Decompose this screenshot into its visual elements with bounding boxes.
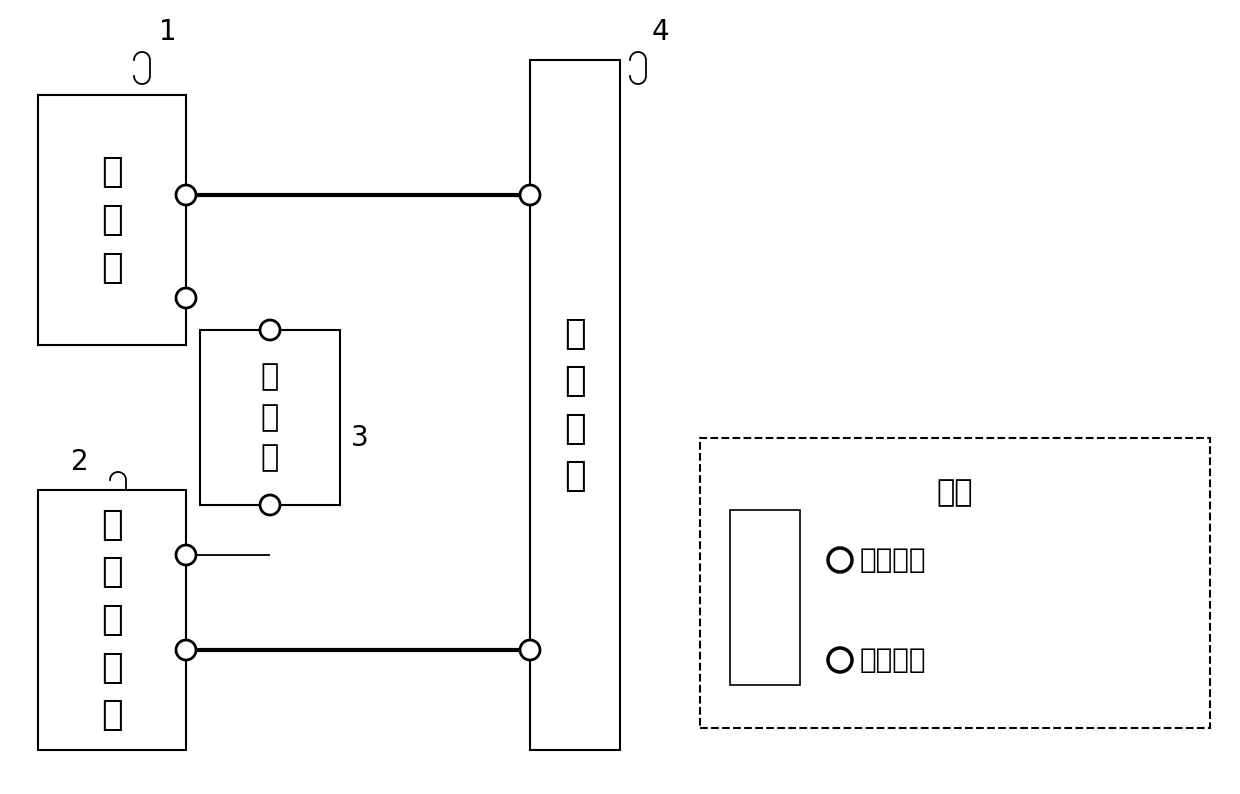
Circle shape [176, 288, 196, 308]
Text: 2: 2 [71, 448, 89, 476]
Text: 图例: 图例 [936, 479, 973, 507]
Text: 衰
减
器: 衰 减 器 [260, 363, 279, 472]
Text: 4: 4 [651, 18, 668, 46]
Text: 3: 3 [351, 424, 368, 452]
Circle shape [828, 648, 852, 672]
Circle shape [260, 320, 280, 340]
Circle shape [260, 495, 280, 515]
Text: 第二端口: 第二端口 [861, 646, 926, 674]
Bar [529, 60, 620, 750]
Bar [730, 510, 800, 685]
Bar [38, 490, 186, 750]
Text: 第一端口: 第一端口 [861, 546, 926, 574]
Text: 频
率
源: 频 率 源 [102, 156, 123, 284]
Circle shape [828, 548, 852, 572]
Circle shape [176, 545, 196, 565]
Bar [200, 330, 340, 505]
Text: 测
试
夹
具: 测 试 夹 具 [564, 317, 585, 493]
Text: 1: 1 [159, 18, 177, 46]
Circle shape [176, 640, 196, 660]
Circle shape [176, 185, 196, 205]
Circle shape [520, 185, 539, 205]
Bar [38, 95, 186, 345]
Text: 矢
量
电
压
表: 矢 量 电 压 表 [102, 508, 123, 732]
Circle shape [520, 640, 539, 660]
Bar [701, 438, 1210, 728]
